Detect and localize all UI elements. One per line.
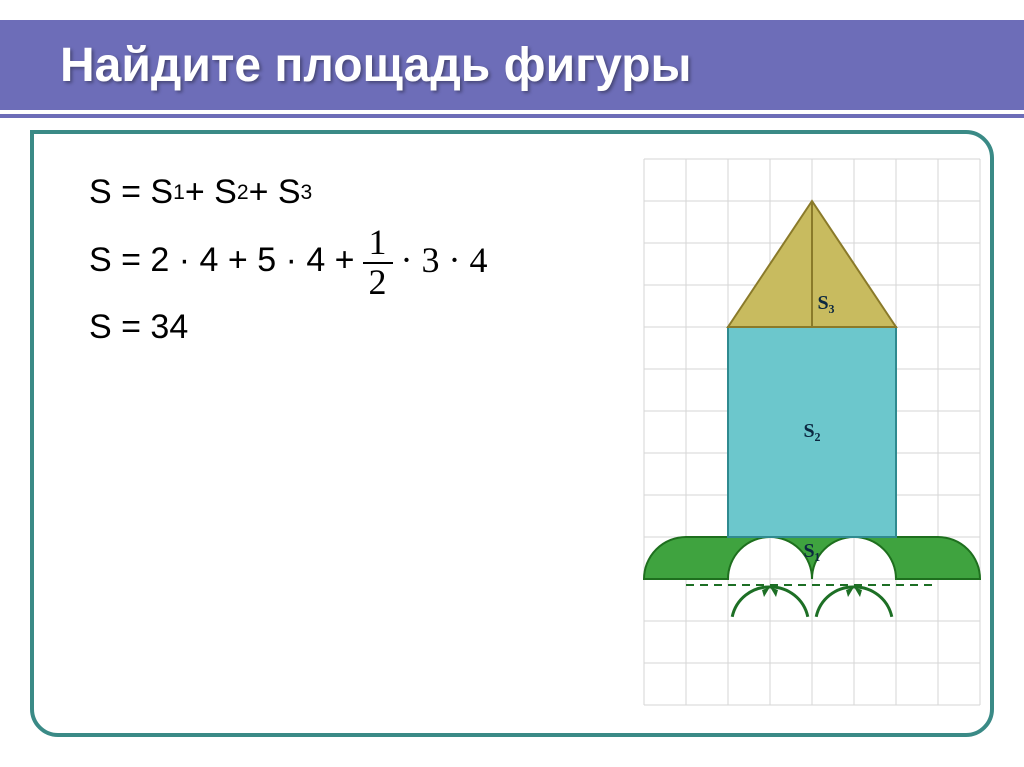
slide: Найдите площадь фигуры S = S 1 + S 2 + S…: [0, 0, 1024, 767]
subscript: 3: [301, 175, 313, 211]
title-bar: Найдите площадь фигуры: [0, 20, 1024, 110]
formula-line-1: S = S 1 + S 2 + S 3: [89, 164, 620, 222]
content-frame: S = S 1 + S 2 + S 3 S = 2 · 4 + 5 · 4 + …: [30, 130, 994, 737]
text: S = 34: [89, 299, 188, 357]
formula-line-2: S = 2 · 4 + 5 · 4 + 1 2 · 3 · 4: [89, 222, 620, 300]
label-s1: S₁: [803, 540, 820, 562]
text: S = S: [89, 164, 173, 222]
text: + S: [249, 164, 301, 222]
fraction-denominator: 2: [363, 264, 393, 302]
subscript: 2: [237, 175, 249, 211]
formula-block: S = S 1 + S 2 + S 3 S = 2 · 4 + 5 · 4 + …: [89, 164, 620, 713]
text: · 3 · 4: [401, 230, 488, 291]
label-s2: S₂: [803, 420, 820, 442]
text: + S: [185, 164, 237, 222]
diagram-svg: S₃ S₂ S₁: [639, 154, 985, 710]
text: S = 2 · 4 + 5 · 4 +: [89, 232, 355, 290]
formula-line-3: S = 34: [89, 299, 620, 357]
diagram: S₃ S₂ S₁: [620, 164, 965, 713]
title-underline: [0, 110, 1024, 114]
slide-title: Найдите площадь фигуры: [60, 38, 692, 93]
label-s3: S₃: [817, 292, 834, 314]
subscript: 1: [173, 175, 185, 211]
fraction: 1 2: [363, 224, 393, 302]
fraction-numerator: 1: [363, 224, 393, 262]
